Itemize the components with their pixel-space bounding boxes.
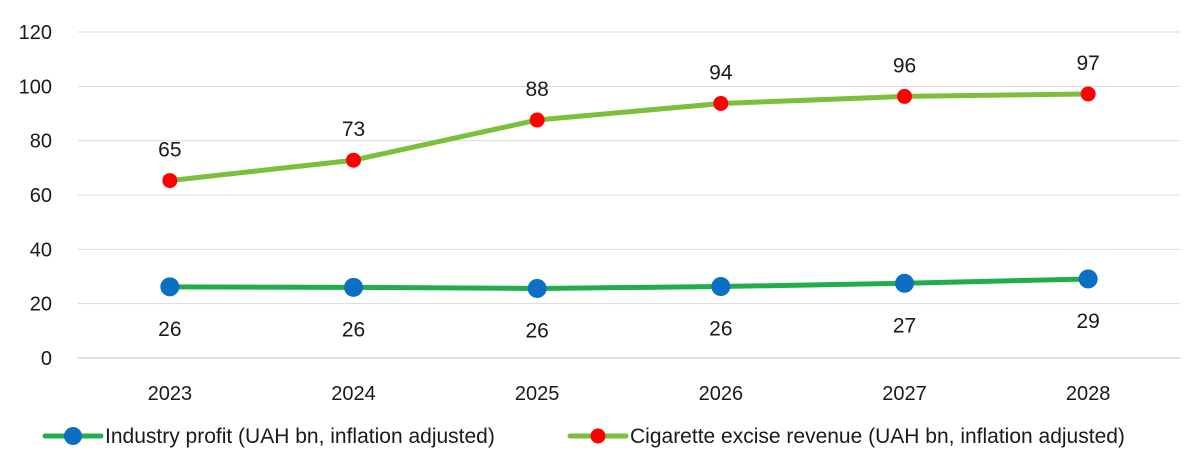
gridlines <box>78 31 1180 359</box>
legend-label: Industry profit (UAH bn, inflation adjus… <box>105 425 495 448</box>
legend-marker-swatch <box>590 428 606 444</box>
y-tick-label: 80 <box>30 131 52 153</box>
legend-label: Cigarette excise revenue (UAH bn, inflat… <box>630 425 1125 448</box>
data-label: 26 <box>709 318 732 341</box>
y-tick-label: 0 <box>41 348 52 370</box>
data-point <box>713 95 729 111</box>
data-label: 96 <box>893 54 916 77</box>
data-label: 26 <box>342 318 365 341</box>
y-tick-label: 20 <box>30 294 52 316</box>
legend: Industry profit (UAH bn, inflation adjus… <box>42 425 1125 448</box>
data-point <box>162 173 178 189</box>
data-point <box>1080 86 1096 102</box>
x-tick-label: 2023 <box>148 383 193 405</box>
data-label: 27 <box>893 314 916 337</box>
series-line <box>167 91 1091 184</box>
data-labels: 26 26 26 26 27 29 65 73 88 94 96 97 <box>158 52 1100 343</box>
x-tick-label: 2026 <box>699 383 744 405</box>
data-label: 29 <box>1076 310 1099 333</box>
series-line <box>167 276 1091 291</box>
data-point <box>527 278 547 298</box>
legend-marker-swatch <box>64 427 82 445</box>
data-point <box>897 88 912 104</box>
y-tick-label: 60 <box>30 185 52 207</box>
data-label: 88 <box>525 78 548 101</box>
y-tick-label: 40 <box>30 239 52 261</box>
data-point <box>529 112 545 128</box>
axes: 0 20 40 60 80 100 120 2023 2024 2025 2026 2027 2028 <box>19 22 1111 405</box>
data-label: 94 <box>709 61 733 84</box>
series <box>160 86 1098 298</box>
data-label: 97 <box>1076 52 1099 75</box>
data-point <box>346 152 361 168</box>
x-tick-label: 2027 <box>882 383 927 405</box>
data-label: 73 <box>342 118 365 141</box>
data-point <box>160 277 180 297</box>
data-label: 26 <box>525 319 548 342</box>
y-tick-label: 120 <box>19 22 52 44</box>
data-label: 26 <box>158 318 181 341</box>
x-tick-label: 2028 <box>1066 383 1111 405</box>
data-point <box>711 277 731 297</box>
data-point <box>895 273 914 293</box>
data-point <box>344 277 363 297</box>
data-label: 65 <box>158 139 181 162</box>
x-tick-label: 2025 <box>515 383 560 405</box>
y-tick-label: 100 <box>19 76 52 98</box>
x-tick-label: 2024 <box>331 383 376 405</box>
data-point <box>1078 269 1098 289</box>
